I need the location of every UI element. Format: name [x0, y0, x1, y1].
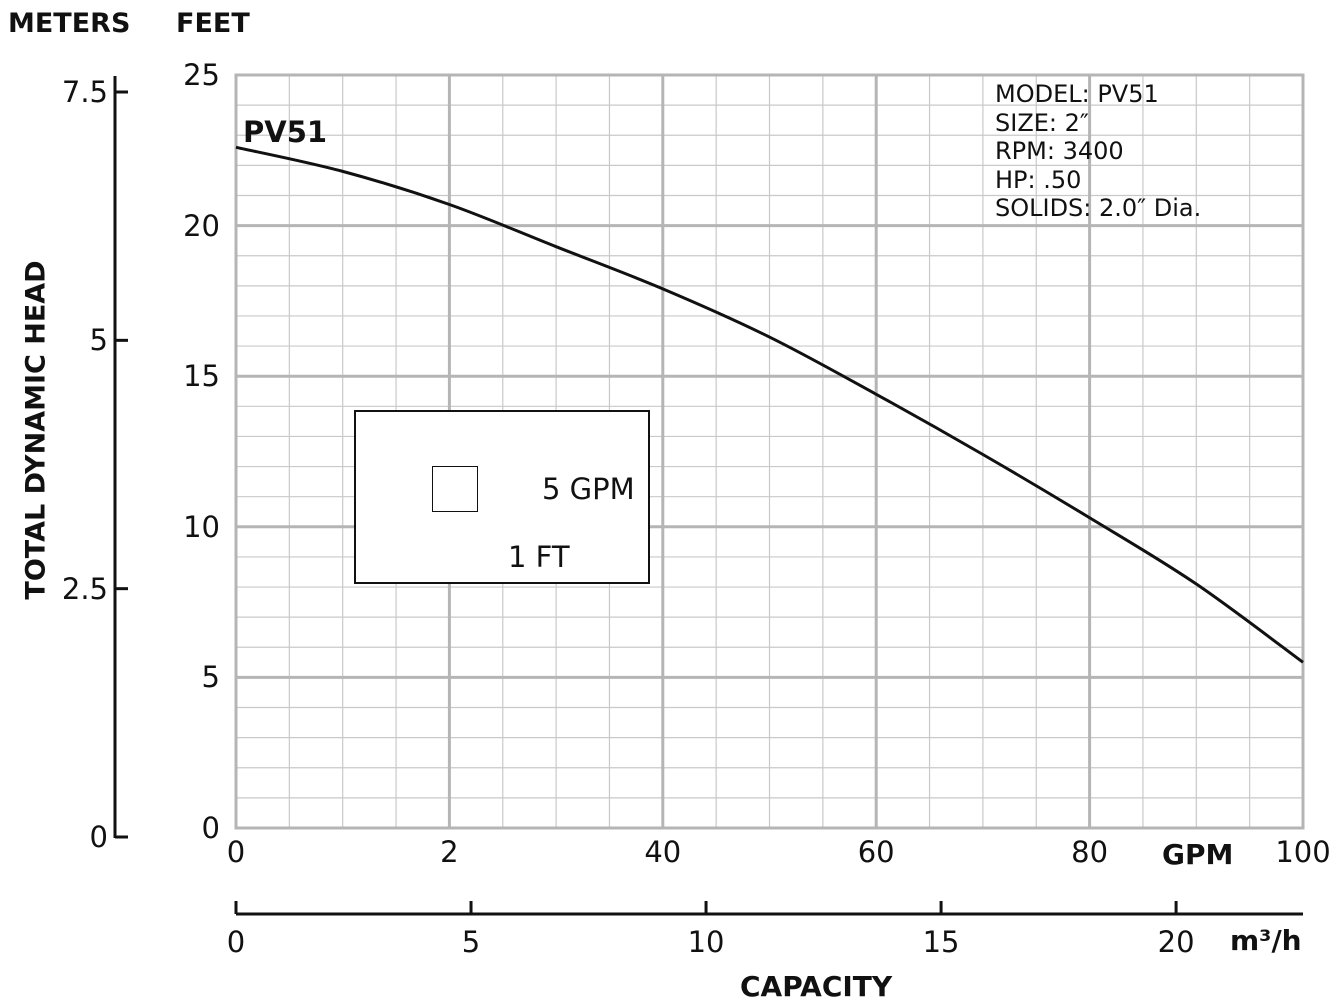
grid-scale-legend: 5 GPM 1 FT	[354, 410, 650, 584]
y-axis-title: TOTAL DYNAMIC HEAD	[20, 260, 52, 600]
y-feet-tick-label: 20	[183, 208, 220, 243]
m3h-unit-label: m³/h	[1230, 924, 1302, 957]
legend-y-step: 1 FT	[508, 540, 570, 574]
y-meters-tick-label: 2.5	[61, 571, 108, 606]
x-m3h-tick-label: 15	[922, 925, 960, 959]
info-hp: HP: .50	[995, 165, 1082, 194]
x-m3h-tick-label: 10	[687, 925, 725, 959]
y-meters-tick-label: 7.5	[61, 75, 108, 109]
info-solids: SOLIDS: 2.0″ Dia.	[995, 194, 1202, 222]
x-m3h-tick-label: 20	[1157, 925, 1195, 959]
x-m3h-tick-label: 0	[226, 925, 246, 959]
series-line-pv51	[235, 145, 1304, 664]
x-gpm-tick-label: 80	[1071, 835, 1109, 869]
feet-header: FEET	[176, 8, 250, 39]
y-feet-tick-label: 10	[183, 509, 220, 544]
info-size: SIZE: 2″	[995, 108, 1089, 137]
gpm-unit-label: GPM	[1162, 838, 1234, 871]
grid-cell-square	[432, 466, 478, 512]
info-model: MODEL: PV51	[995, 80, 1159, 108]
legend-x-step: 5 GPM	[542, 472, 635, 506]
model-info-box: MODEL: PV51 SIZE: 2″ RPM: 3400 HP: .50 S…	[995, 80, 1201, 223]
info-rpm: RPM: 3400	[995, 137, 1124, 165]
m3h-axis	[234, 901, 1303, 916]
x-gpm-tick-label: 60	[857, 835, 895, 869]
y-feet-tick-label: 0	[201, 811, 220, 845]
minor-grid	[236, 75, 1303, 828]
x-gpm-tick-label: 100	[1275, 835, 1331, 869]
x-m3h-tick-label: 5	[461, 925, 481, 959]
meters-header: METERS	[8, 8, 131, 39]
y-feet-tick-label: 5	[201, 660, 220, 695]
x-gpm-tick-label: 40	[644, 835, 682, 869]
x-gpm-tick-label: 2	[440, 835, 459, 869]
y-meters-tick-label: 5	[89, 323, 108, 358]
series-label-pv51: PV51	[243, 115, 328, 149]
meters-axis	[113, 76, 128, 839]
y-feet-tick-label: 15	[183, 359, 220, 394]
x-gpm-tick-label: 0	[226, 835, 246, 869]
x-axis-title: CAPACITY	[740, 970, 893, 1003]
plot-frame	[234, 73, 1305, 830]
y-feet-tick-label: 25	[183, 58, 220, 92]
y-meters-tick-label: 0	[89, 820, 108, 854]
